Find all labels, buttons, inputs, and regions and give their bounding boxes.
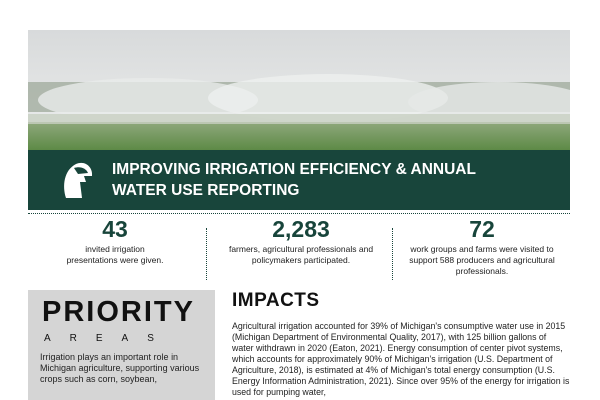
divider <box>28 213 570 214</box>
stat-text: work groups and farms were visited to su… <box>409 244 555 276</box>
stat: 2,283 farmers, agricultural professional… <box>218 216 384 266</box>
priority-subtitle: AREAS <box>44 333 173 344</box>
stat-text: invited irrigation presentations were gi… <box>66 244 164 265</box>
impacts-heading: IMPACTS <box>232 290 320 311</box>
priority-box: PRIORITY AREAS Irrigation plays an impor… <box>28 290 215 400</box>
stat-number: 72 <box>469 216 495 242</box>
priority-text: Irrigation plays an important role in Mi… <box>40 352 200 384</box>
field-photo <box>28 30 570 150</box>
separator <box>206 228 207 280</box>
stat: 43 invited irrigation presentations were… <box>40 216 190 266</box>
stat-number: 2,283 <box>272 216 330 242</box>
stat: 72 work groups and farms were visited to… <box>400 216 564 277</box>
stat-number: 43 <box>102 216 128 242</box>
impacts-text: Agricultural irrigation accounted for 39… <box>232 321 570 397</box>
impacts: IMPACTS Agricultural irrigation accounte… <box>232 290 570 400</box>
banner: IMPROVING IRRIGATION EFFICIENCY & ANNUAL… <box>28 150 570 210</box>
priority-title: PRIORITY <box>42 296 195 328</box>
stat-text: farmers, agricultural professionals and … <box>228 244 374 265</box>
spartan-logo <box>64 162 93 198</box>
banner-title: IMPROVING IRRIGATION EFFICIENCY & ANNUAL… <box>112 161 476 199</box>
separator <box>392 228 393 280</box>
